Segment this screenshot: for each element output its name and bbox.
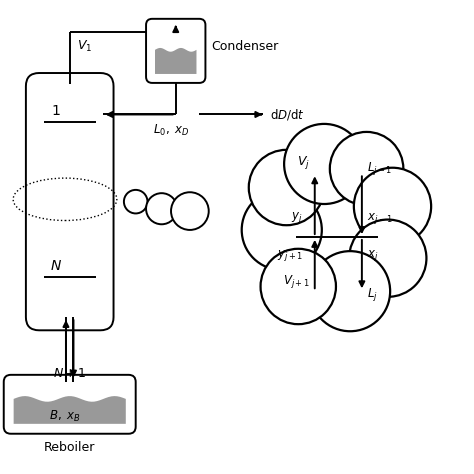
Text: $N$: $N$ <box>50 259 62 273</box>
Text: $L_0,\ x_D$: $L_0,\ x_D$ <box>153 123 190 138</box>
FancyBboxPatch shape <box>146 19 205 83</box>
Circle shape <box>124 190 147 213</box>
Text: $\mathrm{d}D/\mathrm{d}t$: $\mathrm{d}D/\mathrm{d}t$ <box>270 107 305 122</box>
Circle shape <box>242 190 322 270</box>
Text: $L_j$: $L_j$ <box>366 286 377 303</box>
Text: $V_j$: $V_j$ <box>297 154 310 171</box>
Circle shape <box>354 168 431 245</box>
Circle shape <box>146 193 177 224</box>
Text: $x_j$: $x_j$ <box>366 248 378 264</box>
Text: Condenser: Condenser <box>211 40 278 53</box>
Circle shape <box>261 249 336 324</box>
Text: $L_{j-1}$: $L_{j-1}$ <box>366 160 392 177</box>
Circle shape <box>284 124 364 204</box>
Polygon shape <box>14 396 126 424</box>
Circle shape <box>261 164 407 310</box>
FancyBboxPatch shape <box>26 73 114 330</box>
Circle shape <box>171 192 209 230</box>
Text: Reboiler: Reboiler <box>44 441 95 454</box>
Text: $V_1$: $V_1$ <box>77 39 92 54</box>
Polygon shape <box>155 48 197 74</box>
FancyBboxPatch shape <box>4 375 136 434</box>
Circle shape <box>310 251 390 331</box>
Text: $y_j$: $y_j$ <box>292 210 303 225</box>
Text: $y_{j+1}$: $y_{j+1}$ <box>277 248 303 264</box>
Text: $N+1$: $N+1$ <box>53 366 86 380</box>
Text: $B,\ x_B$: $B,\ x_B$ <box>49 409 81 424</box>
Circle shape <box>330 132 403 205</box>
Circle shape <box>349 219 427 297</box>
Text: $x_{j-1}$: $x_{j-1}$ <box>366 210 393 226</box>
Text: 1: 1 <box>51 104 60 118</box>
Text: $V_{j+1}$: $V_{j+1}$ <box>283 273 310 290</box>
Circle shape <box>249 150 324 225</box>
